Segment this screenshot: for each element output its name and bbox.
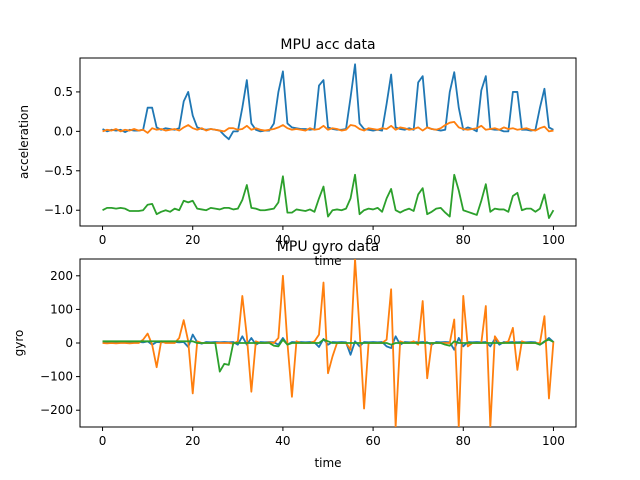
gyro-x-tick-label: 80 xyxy=(456,434,471,448)
acc-x-axis-label: time xyxy=(314,254,341,268)
gyro-y-tick-label: 200 xyxy=(50,269,73,283)
acc-plot-frame xyxy=(79,57,577,227)
gyro-x-tick-label: 60 xyxy=(365,434,380,448)
gyro-x-tick-label: 0 xyxy=(99,434,107,448)
gyro-y-tick-label: −200 xyxy=(40,403,73,417)
acc-y-ticks: −1.0 −0.5 0.0 0.5 xyxy=(44,85,80,217)
gyro-x-tick-label: 40 xyxy=(275,434,290,448)
gyro-y-axis-label: gyro xyxy=(12,330,26,357)
gyro-chart: 0 20 40 60 80 100 −200 −100 0 100 200 MPU gyro da… xyxy=(12,239,577,470)
acc-x-tick-label: 20 xyxy=(185,233,200,247)
acc-y-tick-label: 0.0 xyxy=(54,124,73,138)
acc-x-tick-label: 100 xyxy=(542,233,565,247)
acc-x-tick-label: 0 xyxy=(99,233,107,247)
gyro-y-tick-label: 100 xyxy=(50,302,73,316)
acc-chart-title: MPU acc data xyxy=(280,37,375,53)
gyro-series-3-line xyxy=(102,338,554,373)
acc-y-axis-label: acceleration xyxy=(17,105,31,179)
gyro-y-ticks: −200 −100 0 100 200 xyxy=(40,269,80,417)
acc-y-tick-label: −0.5 xyxy=(44,164,73,178)
gyro-x-tick-label: 100 xyxy=(542,434,565,448)
acc-y-tick-label: 0.5 xyxy=(54,85,73,99)
gyro-y-tick-label: −100 xyxy=(40,370,73,384)
gyro-series-1-line xyxy=(102,333,555,356)
gyro-x-axis-label: time xyxy=(314,456,341,470)
acc-series-group xyxy=(102,63,555,220)
acc-series-3-line xyxy=(102,173,555,220)
acc-x-tick-label: 80 xyxy=(456,233,471,247)
gyro-x-ticks: 0 20 40 60 80 100 xyxy=(99,427,565,448)
acc-x-tick-label: 60 xyxy=(365,233,380,247)
gyro-series-group xyxy=(102,259,555,427)
gyro-x-tick-label: 20 xyxy=(185,434,200,448)
acc-y-tick-label: −1.0 xyxy=(44,203,73,217)
gyro-chart-title: MPU gyro data xyxy=(277,239,379,255)
gyro-y-tick-label: 0 xyxy=(65,336,73,350)
acc-chart: 0 20 40 60 80 100 −1.0 −0.5 0.0 0.5 MPU acc data… xyxy=(17,37,577,268)
acc-x-tick-label: 40 xyxy=(275,233,290,247)
acc-x-ticks: 0 20 40 60 80 100 xyxy=(99,226,565,247)
acc-series-2-line xyxy=(102,120,554,134)
acc-series-1-line xyxy=(102,63,554,141)
